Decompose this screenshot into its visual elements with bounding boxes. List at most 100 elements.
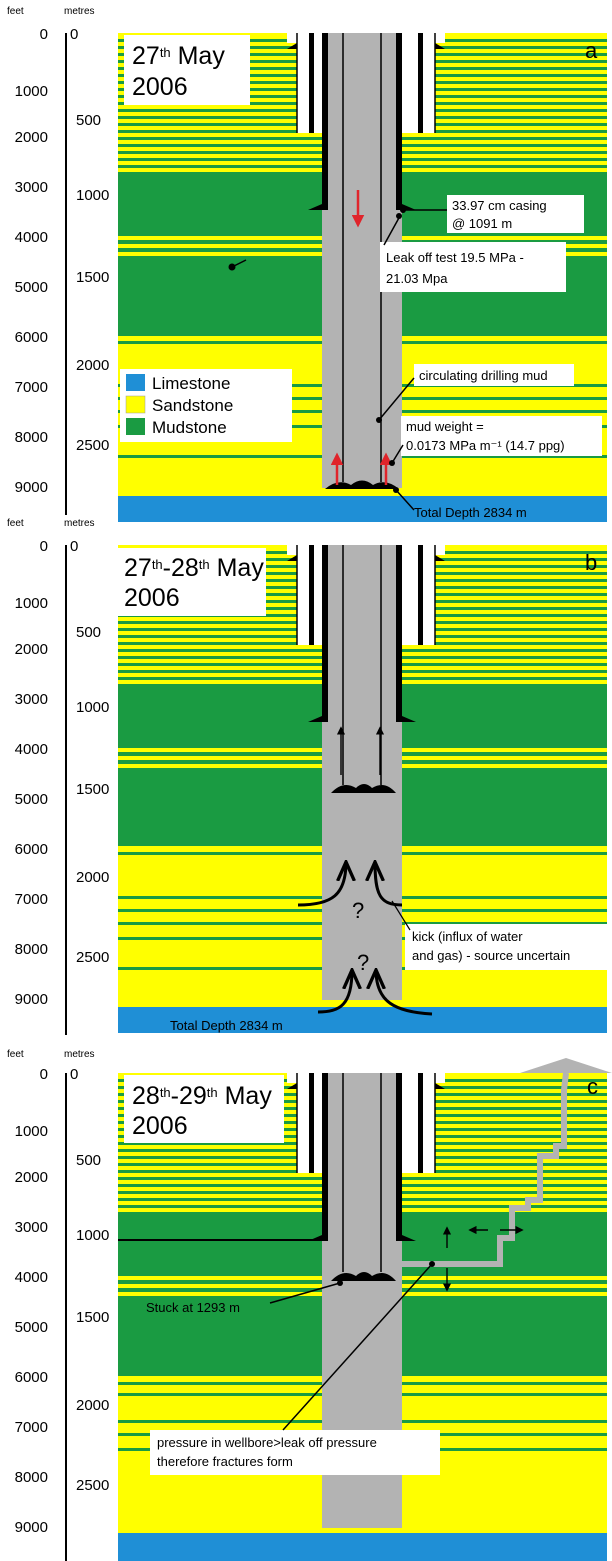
svg-text:5000: 5000: [15, 279, 48, 296]
panel-c-fracture-path: [402, 1058, 612, 1292]
total-depth-label-a: Total Depth 2834 m: [414, 505, 527, 520]
svg-text:8000: 8000: [15, 1469, 48, 1486]
panel-a: 27th May 2006 a 33.97 cm casing @ 1091 m…: [7, 6, 607, 522]
svg-text:4000: 4000: [15, 1269, 48, 1286]
svg-text:feet: feet: [7, 1049, 24, 1060]
feet-axis-label: feet: [7, 6, 24, 17]
svg-text:6000: 6000: [15, 841, 48, 858]
panel-a-circulating-note: circulating drilling mud: [376, 364, 574, 423]
date-sup-a: th: [160, 45, 171, 60]
svg-text:28th-29th May: 28th-29th May: [132, 1082, 272, 1110]
svg-text:0: 0: [70, 1066, 78, 1083]
svg-text:1000: 1000: [15, 83, 48, 100]
svg-text:feet: feet: [7, 518, 24, 529]
panel-a-leakoff-note: Leak off test 19.5 MPa - 21.03 Mpa: [380, 213, 566, 292]
svg-text:2000: 2000: [15, 129, 48, 146]
svg-text:7000: 7000: [15, 379, 48, 396]
svg-text:2500: 2500: [76, 437, 109, 454]
panel-b-wellbore: [287, 545, 445, 1016]
svg-text:500: 500: [76, 112, 101, 129]
svg-text:500: 500: [76, 624, 101, 641]
svg-text:0: 0: [40, 538, 48, 555]
svg-text:1000: 1000: [76, 1227, 109, 1244]
svg-text:2000: 2000: [15, 1169, 48, 1186]
mudweight-label-2: 0.0173 MPa m⁻¹ (14.7 ppg): [406, 438, 565, 453]
svg-text:1500: 1500: [76, 1309, 109, 1326]
panel-a-legend: Limestone Sandstone Mudstone: [120, 369, 292, 442]
pressure-label-1: pressure in wellbore>leak off pressure: [157, 1435, 377, 1450]
panel-a-date-box: 27th May 2006: [124, 35, 250, 105]
svg-text:7000: 7000: [15, 1419, 48, 1436]
legend-swatch-sandstone: [125, 395, 146, 414]
svg-text:9000: 9000: [15, 991, 48, 1008]
svg-text:1500: 1500: [76, 781, 109, 798]
svg-text:4000: 4000: [15, 741, 48, 758]
panel-c: 28th-29th May 2006 c Stuck at 1293 m pre…: [7, 1049, 612, 1561]
date-day-a: 27: [132, 42, 160, 70]
panel-c-pressure-note: pressure in wellbore>leak off pressure t…: [150, 1261, 440, 1475]
panel-a-isolated-marker: [228, 259, 247, 271]
panel-b: ? ? 27th-28th May 2006 b kick (influx of…: [7, 518, 607, 1035]
svg-text:1000: 1000: [76, 187, 109, 204]
question-mark-lower: ?: [357, 950, 369, 975]
svg-text:2000: 2000: [76, 357, 109, 374]
kick-label-1: kick (influx of water: [412, 929, 523, 944]
svg-text:9000: 9000: [15, 479, 48, 496]
svg-text:4000: 4000: [15, 229, 48, 246]
panel-a-casing-note: 33.97 cm casing @ 1091 m: [400, 195, 584, 233]
panel-a-axes: feet metres 0 1000 2000 3000 4000 5000 6…: [7, 6, 109, 515]
legend-label-mudstone: Mudstone: [152, 418, 227, 437]
panel-letter-c: c: [587, 1074, 598, 1099]
svg-text:2000: 2000: [76, 869, 109, 886]
svg-text:5000: 5000: [15, 791, 48, 808]
panel-a-total-depth: Total Depth 2834 m: [393, 487, 527, 520]
svg-text:1500: 1500: [76, 269, 109, 286]
casing-label-1: 33.97 cm casing: [452, 198, 547, 213]
panel-letter-a: a: [585, 38, 598, 63]
svg-text:7000: 7000: [15, 891, 48, 908]
svg-text:3000: 3000: [15, 691, 48, 708]
svg-text:0: 0: [40, 26, 48, 43]
panel-c-axes: feet metres 0 1000 2000 3000 4000 5000 6…: [7, 1049, 109, 1561]
legend-label-limestone: Limestone: [152, 374, 230, 393]
kick-label-2: and gas) - source uncertain: [412, 948, 570, 963]
date-year: 2006: [132, 73, 188, 101]
svg-text:0: 0: [40, 1066, 48, 1083]
svg-text:1000: 1000: [15, 1123, 48, 1140]
date-year-b: 2006: [124, 584, 180, 612]
svg-text:6000: 6000: [15, 329, 48, 346]
total-depth-label-b: Total Depth 2834 m: [170, 1018, 283, 1033]
svg-text:27th-28th May: 27th-28th May: [124, 554, 264, 582]
stuck-label: Stuck at 1293 m: [146, 1300, 240, 1315]
svg-text:8000: 8000: [15, 941, 48, 958]
svg-text:1000: 1000: [15, 595, 48, 612]
panel-c-date-box: 28th-29th May 2006: [124, 1075, 284, 1143]
metres-axis-label: metres: [64, 6, 95, 17]
svg-text:5000: 5000: [15, 1319, 48, 1336]
panel-b-kick-note: kick (influx of water and gas) - source …: [391, 900, 607, 970]
svg-text:2000: 2000: [15, 641, 48, 658]
svg-text:2000: 2000: [76, 1397, 109, 1414]
panel-b-axes: feet metres 0 1000 2000 3000 4000 5000 6…: [7, 518, 109, 1035]
svg-text:metres: metres: [64, 1049, 95, 1060]
svg-text:2500: 2500: [76, 949, 109, 966]
casing-label-2: @ 1091 m: [452, 216, 512, 231]
legend-label-sandstone: Sandstone: [152, 396, 233, 415]
date-month: May: [171, 42, 226, 70]
svg-text:0: 0: [70, 538, 78, 555]
svg-text:0: 0: [70, 26, 78, 43]
circulating-label: circulating drilling mud: [419, 368, 548, 383]
legend-swatch-mudstone: [126, 418, 145, 435]
panel-b-date-box: 27th-28th May 2006: [118, 548, 266, 616]
svg-text:27th May: 27th May: [132, 42, 225, 70]
svg-text:3000: 3000: [15, 1219, 48, 1236]
date-year-c: 2006: [132, 1112, 188, 1140]
svg-text:500: 500: [76, 1152, 101, 1169]
leakoff-label-2: 21.03 Mpa: [386, 271, 448, 286]
question-mark-upper: ?: [352, 898, 364, 923]
svg-text:9000: 9000: [15, 1519, 48, 1536]
mudweight-label-1: mud weight =: [406, 419, 484, 434]
svg-text:metres: metres: [64, 518, 95, 529]
panel-letter-b: b: [585, 550, 597, 575]
